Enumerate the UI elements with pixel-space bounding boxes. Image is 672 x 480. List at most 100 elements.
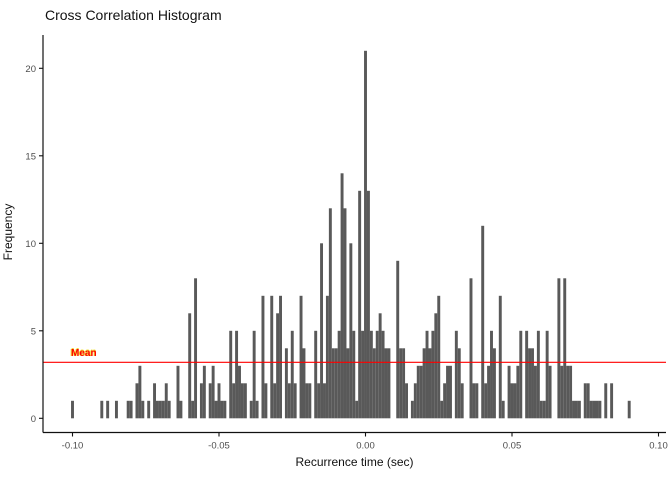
histogram-bar xyxy=(179,400,183,419)
histogram-bar xyxy=(223,400,227,419)
histogram-bar xyxy=(240,383,244,419)
histogram-bar xyxy=(235,330,239,419)
histogram-bar xyxy=(454,330,458,419)
x-axis-title: Recurrence time (sec) xyxy=(295,455,414,469)
histogram-bar xyxy=(369,330,373,419)
histogram-bar xyxy=(443,383,447,419)
histogram-bar xyxy=(416,365,420,419)
histogram-bar xyxy=(536,330,540,419)
histogram-bar xyxy=(340,173,344,419)
histogram-bar xyxy=(293,383,297,419)
histogram-bar xyxy=(243,383,247,419)
histogram-bar xyxy=(141,400,145,419)
histogram-bar xyxy=(211,365,215,419)
histogram-bar xyxy=(484,383,488,419)
histogram-bar xyxy=(276,313,280,419)
histogram-bar xyxy=(106,400,110,419)
histogram-bar xyxy=(569,365,573,419)
histogram-bar xyxy=(378,313,382,419)
histogram-bar xyxy=(331,348,335,419)
histogram-bar xyxy=(501,400,505,419)
histogram-bar xyxy=(346,348,350,419)
histogram-bar xyxy=(513,383,517,419)
histogram-bar xyxy=(229,330,233,419)
histogram-bar xyxy=(583,383,587,419)
histogram-bar xyxy=(252,330,256,419)
histogram-bar xyxy=(302,348,306,419)
histogram-bar xyxy=(528,348,532,419)
histogram-bar xyxy=(273,383,277,419)
histogram-bar xyxy=(525,330,529,419)
histogram-bar xyxy=(577,400,581,419)
histogram-bar xyxy=(208,383,212,419)
histogram-bar xyxy=(325,295,329,419)
histogram-bar xyxy=(413,383,417,419)
histogram-bar xyxy=(533,365,537,419)
histogram-bar xyxy=(419,365,423,419)
histogram-bar xyxy=(586,383,590,419)
histogram-bar xyxy=(220,400,224,419)
histogram-bar xyxy=(490,330,493,419)
histogram-bar xyxy=(249,400,253,419)
histogram-bar xyxy=(323,383,326,419)
histogram-bar xyxy=(361,330,365,419)
histogram-bar xyxy=(560,365,564,419)
histogram-bar xyxy=(460,383,464,419)
y-tick-label: 10 xyxy=(25,239,36,250)
x-tick-label: 0.00 xyxy=(356,441,375,452)
histogram-bar xyxy=(542,400,546,419)
histogram-bar xyxy=(261,295,265,419)
chart-title: Cross Correlation Histogram xyxy=(45,7,222,23)
histogram-bar xyxy=(516,365,520,419)
histogram-bar xyxy=(510,383,514,419)
histogram-bar xyxy=(457,348,461,419)
histogram-bar xyxy=(434,313,438,419)
y-tick-label: 15 xyxy=(25,151,36,162)
histogram-bar xyxy=(317,383,321,419)
x-tick-label: 0.05 xyxy=(503,441,522,452)
histogram-bar xyxy=(279,295,282,419)
histogram-bar xyxy=(449,365,452,419)
histogram-bar xyxy=(147,400,151,419)
histogram-bar xyxy=(610,383,614,419)
histogram-bar xyxy=(548,365,552,419)
histogram-bar xyxy=(191,400,195,419)
histogram-bar xyxy=(387,348,391,419)
y-tick-label: 0 xyxy=(31,414,36,425)
histogram-bar xyxy=(238,365,241,419)
histogram-bar xyxy=(384,348,388,419)
histogram-bar xyxy=(299,295,303,419)
histogram-bar xyxy=(437,295,441,419)
histogram-bar xyxy=(507,365,511,419)
histogram-bar xyxy=(402,348,406,419)
histogram-bar xyxy=(194,278,198,419)
histogram-bar xyxy=(446,365,450,419)
histogram-bar xyxy=(343,208,347,419)
histogram-bar xyxy=(287,383,291,419)
histogram-bar xyxy=(284,348,288,419)
histogram-bar xyxy=(270,295,274,419)
histogram-bar xyxy=(158,400,162,419)
histogram-bar xyxy=(566,365,570,419)
histogram-bar xyxy=(372,348,376,419)
y-tick-label: 5 xyxy=(31,326,36,337)
histogram-bar xyxy=(328,208,332,419)
histogram-bar xyxy=(405,383,408,419)
histogram-bar xyxy=(255,400,259,419)
histogram-bar xyxy=(217,383,221,419)
histogram-bar xyxy=(431,330,435,419)
histogram-bar xyxy=(539,400,543,419)
histogram-bar xyxy=(232,383,236,419)
histogram-bar xyxy=(202,365,206,419)
x-tick-label: -0.10 xyxy=(62,441,84,452)
histogram-bar xyxy=(366,190,370,419)
histogram-bar xyxy=(563,278,567,419)
histogram-bar xyxy=(188,313,192,419)
histogram-bar xyxy=(381,330,385,419)
histogram-bar xyxy=(396,260,400,419)
histogram-bar xyxy=(572,400,575,419)
histogram-bar xyxy=(498,295,502,419)
mean-line-label: Mean xyxy=(71,348,97,359)
